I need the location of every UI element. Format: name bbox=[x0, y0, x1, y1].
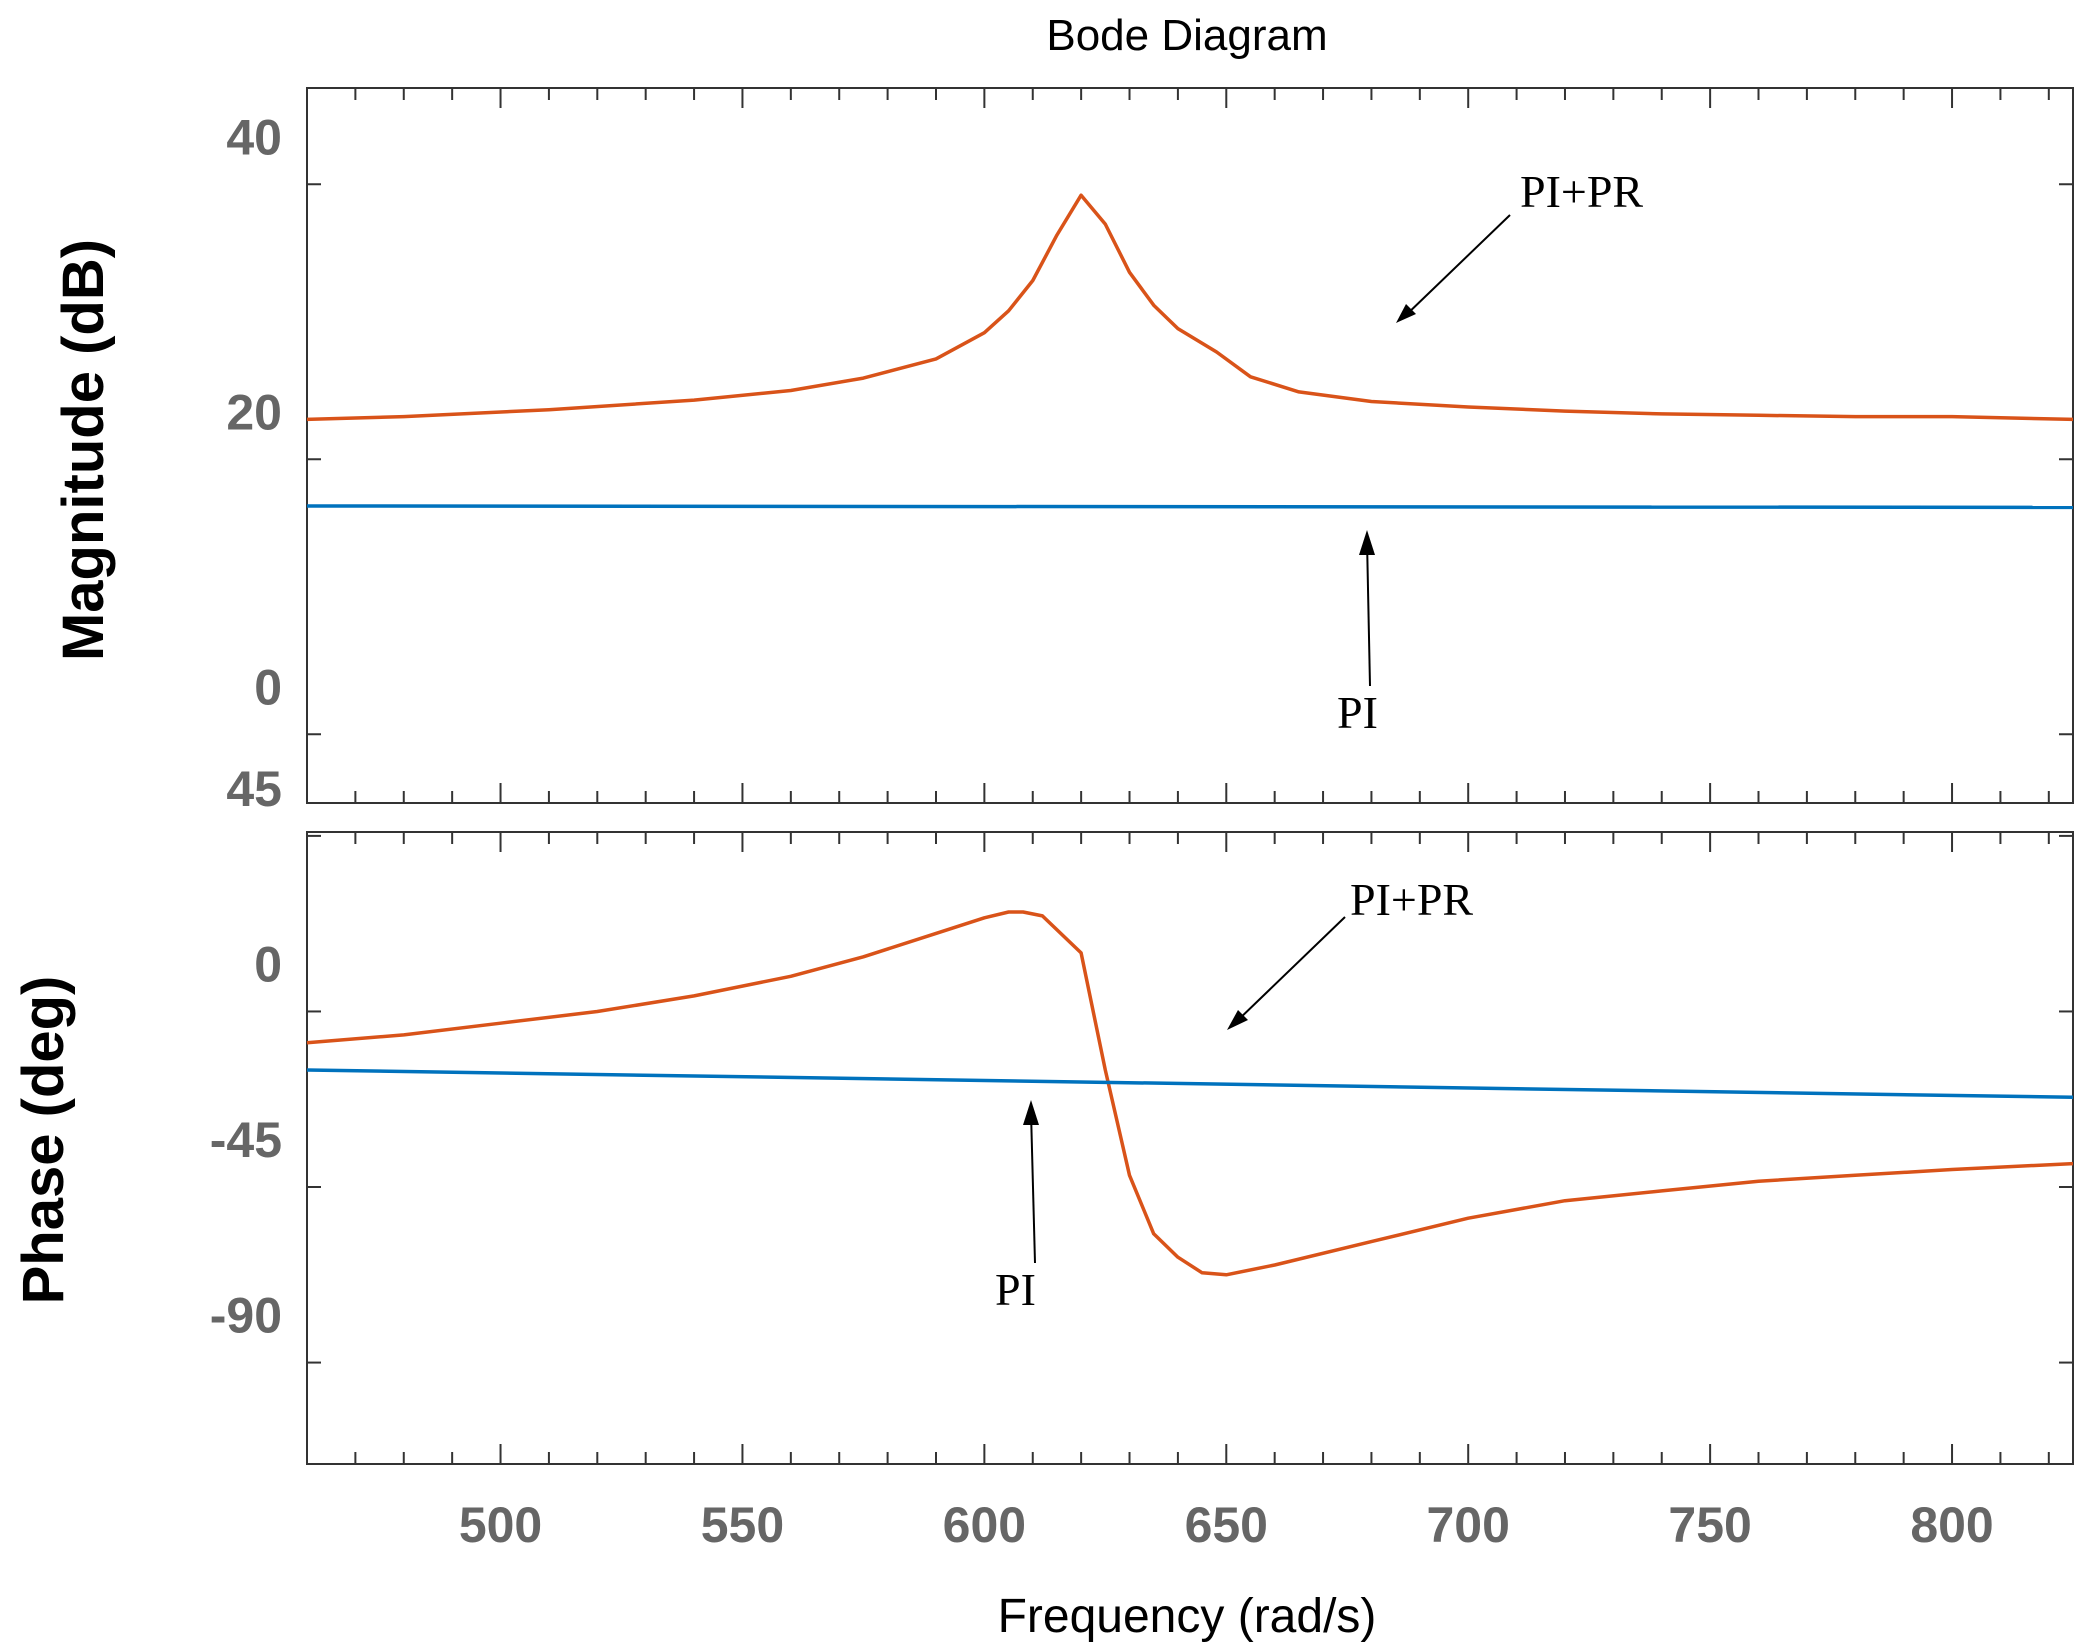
magnitude-arrow-pi-pr bbox=[1396, 214, 1511, 323]
magnitude-panel: 0 20 40 Magnitude (dB) PI+PR PI bbox=[51, 87, 2074, 804]
phase-ytick-label: 0 bbox=[254, 936, 282, 992]
phase-y-ticks: -90 -45 0 45 bbox=[210, 761, 2073, 1364]
magnitude-curves bbox=[306, 193, 2074, 510]
phase-series-pi bbox=[306, 1068, 2074, 1100]
xtick-label: 700 bbox=[1426, 1497, 1509, 1553]
magnitude-frame bbox=[306, 87, 2074, 804]
phase-annotation-pi-pr: PI+PR bbox=[1350, 874, 1473, 925]
frequency-x-ticks: 500 550 600 650 700 750 800 bbox=[354, 88, 2050, 1553]
phase-annotation-pi: PI bbox=[995, 1264, 1036, 1315]
magnitude-arrow-pi bbox=[1359, 530, 1375, 687]
xtick-label: 500 bbox=[459, 1497, 542, 1553]
phase-ytick-label: 45 bbox=[226, 761, 282, 817]
chart-title: Bode Diagram bbox=[1046, 11, 1327, 60]
xtick-label: 550 bbox=[701, 1497, 784, 1553]
phase-curves bbox=[306, 910, 2074, 1277]
phase-arrow-pi bbox=[1023, 1100, 1039, 1264]
magnitude-ytick-label: 0 bbox=[254, 659, 282, 715]
phase-ylabel: Phase (deg) bbox=[11, 976, 76, 1305]
frequency-xlabel: Frequency (rad/s) bbox=[998, 1590, 1377, 1643]
magnitude-y-ticks: 0 20 40 bbox=[226, 109, 2073, 736]
phase-ytick-label: -90 bbox=[210, 1288, 282, 1344]
phase-frame bbox=[306, 831, 2074, 1465]
xtick-label: 750 bbox=[1668, 1497, 1751, 1553]
phase-panel: -90 -45 0 45 500 550 600 650 700 750 800 Phase (d… bbox=[11, 88, 2074, 1643]
magnitude-annotation-pi: PI bbox=[1337, 687, 1378, 738]
magnitude-ytick-label: 40 bbox=[226, 109, 282, 165]
magnitude-annotation-pi-pr: PI+PR bbox=[1520, 166, 1643, 217]
phase-series-pi-plus-pr bbox=[306, 910, 2074, 1277]
xtick-label: 650 bbox=[1185, 1497, 1268, 1553]
magnitude-ytick-label: 20 bbox=[226, 384, 282, 440]
xtick-label: 800 bbox=[1910, 1497, 1993, 1553]
xtick-label: 600 bbox=[943, 1497, 1026, 1553]
magnitude-series-pi bbox=[306, 504, 2074, 510]
magnitude-ylabel: Magnitude (dB) bbox=[51, 239, 116, 661]
phase-ytick-label: -45 bbox=[210, 1112, 282, 1168]
phase-arrow-pi-pr bbox=[1227, 916, 1346, 1030]
magnitude-series-pi-plus-pr bbox=[306, 193, 2074, 422]
